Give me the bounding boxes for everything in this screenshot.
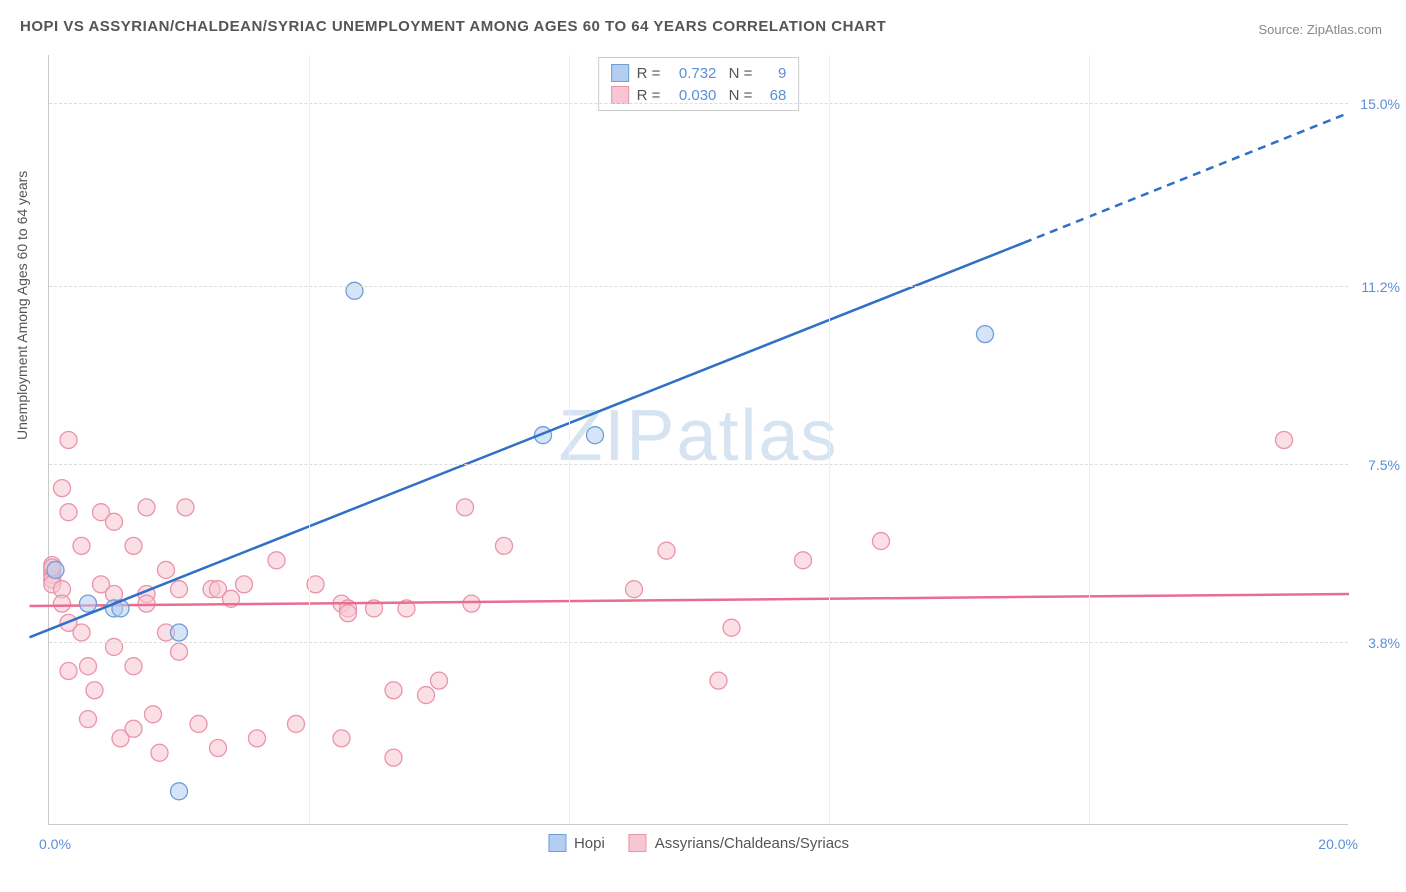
data-point [171, 581, 188, 598]
data-point [80, 595, 97, 612]
data-point [145, 706, 162, 723]
plot-area: ZIPatlas R = 0.732 N = 9 R = 0.030 N = 6… [48, 55, 1348, 825]
y-tick-label: 7.5% [1368, 457, 1400, 473]
data-point [249, 730, 266, 747]
data-point [1276, 432, 1293, 449]
data-point [385, 682, 402, 699]
data-point [723, 619, 740, 636]
gridline-h: 3.8% [49, 642, 1348, 643]
data-point [587, 427, 604, 444]
data-point [710, 672, 727, 689]
data-point [288, 715, 305, 732]
data-point [60, 432, 77, 449]
y-axis-label: Unemployment Among Ages 60 to 64 years [14, 171, 30, 440]
data-point [73, 624, 90, 641]
gridline-v [569, 55, 570, 824]
data-point [496, 537, 513, 554]
data-point [385, 749, 402, 766]
data-point [158, 561, 175, 578]
data-point [463, 595, 480, 612]
data-point [106, 513, 123, 530]
data-point [171, 783, 188, 800]
data-point [171, 643, 188, 660]
data-point [138, 595, 155, 612]
source-label: Source: ZipAtlas.com [1258, 22, 1382, 37]
data-point [346, 282, 363, 299]
data-point [873, 533, 890, 550]
data-point [125, 658, 142, 675]
data-point [80, 658, 97, 675]
data-point [138, 499, 155, 516]
data-point [418, 687, 435, 704]
x-max-label: 20.0% [1318, 836, 1358, 852]
data-point [431, 672, 448, 689]
data-point [54, 480, 71, 497]
y-tick-label: 11.2% [1361, 279, 1400, 295]
data-point [658, 542, 675, 559]
gridline-h: 15.0% [49, 103, 1348, 104]
data-point [457, 499, 474, 516]
data-point [151, 744, 168, 761]
data-point [795, 552, 812, 569]
scatter-svg [49, 55, 1349, 825]
legend-item-hopi: Hopi [548, 834, 605, 852]
x-min-label: 0.0% [39, 836, 71, 852]
data-point [60, 504, 77, 521]
chart-title: HOPI VS ASSYRIAN/CHALDEAN/SYRIAC UNEMPLO… [20, 18, 886, 35]
data-point [125, 720, 142, 737]
gridline-h: 11.2% [49, 286, 1348, 287]
data-point [171, 624, 188, 641]
data-point [80, 711, 97, 728]
gridline-v [309, 55, 310, 824]
gridline-v [1089, 55, 1090, 824]
legend-label-hopi: Hopi [574, 835, 605, 852]
y-tick-label: 3.8% [1368, 635, 1400, 651]
data-point [626, 581, 643, 598]
swatch-icon [629, 834, 647, 852]
data-point [210, 740, 227, 757]
data-point [125, 537, 142, 554]
data-point [47, 561, 64, 578]
swatch-icon [548, 834, 566, 852]
data-point [73, 537, 90, 554]
data-point [86, 682, 103, 699]
data-point [333, 730, 350, 747]
gridline-h: 7.5% [49, 464, 1348, 465]
data-point [340, 605, 357, 622]
bottom-legend: Hopi Assyrians/Chaldeans/Syriacs [548, 834, 849, 852]
data-point [60, 663, 77, 680]
data-point [177, 499, 194, 516]
data-point [54, 595, 71, 612]
data-point [268, 552, 285, 569]
legend-label-acs: Assyrians/Chaldeans/Syriacs [655, 835, 849, 852]
data-point [106, 638, 123, 655]
data-point [977, 326, 994, 343]
legend-item-acs: Assyrians/Chaldeans/Syriacs [629, 834, 849, 852]
gridline-v [829, 55, 830, 824]
regression-line [30, 243, 1025, 638]
data-point [236, 576, 253, 593]
regression-line-extrapolated [1024, 113, 1349, 243]
y-tick-label: 15.0% [1360, 96, 1400, 112]
data-point [190, 715, 207, 732]
